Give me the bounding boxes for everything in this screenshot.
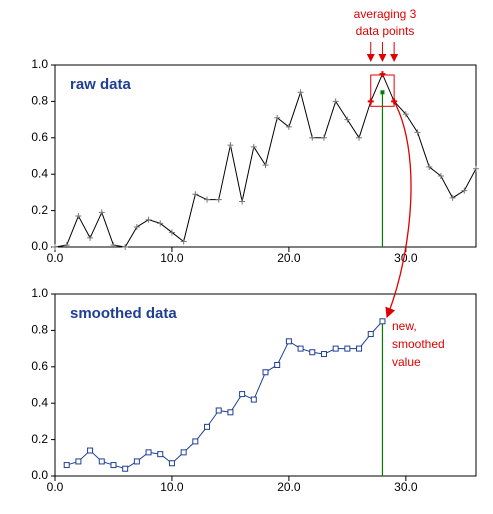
point <box>344 345 351 352</box>
point <box>133 223 140 230</box>
point <box>63 462 70 469</box>
point <box>180 238 187 245</box>
point <box>414 129 421 136</box>
point <box>110 242 117 249</box>
point <box>168 229 175 236</box>
point <box>122 244 129 250</box>
point <box>122 465 129 472</box>
series-label: smoothed data <box>70 305 177 322</box>
point <box>285 338 292 345</box>
point <box>250 143 257 150</box>
point <box>204 196 211 203</box>
annotation: data points <box>356 24 415 38</box>
point <box>285 123 292 130</box>
point <box>320 351 327 358</box>
point <box>379 318 386 325</box>
point <box>344 116 351 123</box>
x-tick-label: 30.0 <box>394 251 418 265</box>
y-tick-label: 0.4 <box>31 166 48 180</box>
y-tick-label: 0.2 <box>31 432 48 446</box>
point <box>227 142 234 149</box>
x-tick-label: 20.0 <box>277 480 301 494</box>
x-tick-label: 0.0 <box>47 251 64 265</box>
point <box>192 191 199 198</box>
x-tick-label: 10.0 <box>160 480 184 494</box>
y-tick-label: 0.6 <box>31 359 48 373</box>
point <box>133 458 140 465</box>
plot-frame <box>54 64 477 248</box>
annotation-curve <box>385 97 412 319</box>
point <box>204 423 211 430</box>
point <box>215 407 222 414</box>
y-tick-label: 0.8 <box>31 94 48 108</box>
y-tick-label: 1.0 <box>31 286 48 300</box>
y-tick-label: 0.0 <box>31 239 48 253</box>
y-tick-label: 0.2 <box>31 203 48 217</box>
point <box>297 89 304 96</box>
annotation: value <box>392 355 421 369</box>
point <box>297 345 304 352</box>
point <box>239 391 246 398</box>
point <box>426 163 433 170</box>
y-tick-label: 0.6 <box>31 130 48 144</box>
point <box>262 162 269 169</box>
point <box>332 98 339 105</box>
point <box>168 460 175 467</box>
point <box>449 194 456 201</box>
annotation: new, <box>392 319 417 333</box>
y-tick-label: 0.4 <box>31 395 48 409</box>
series-line <box>66 320 383 470</box>
point <box>367 331 374 338</box>
point <box>87 234 94 241</box>
point <box>309 134 316 141</box>
point <box>274 361 281 368</box>
point <box>63 242 70 249</box>
point <box>250 396 257 403</box>
x-tick-label: 20.0 <box>277 251 301 265</box>
average-point <box>380 90 385 95</box>
point <box>402 111 409 118</box>
y-tick-label: 0.8 <box>31 323 48 337</box>
point <box>157 220 164 227</box>
plot-frame <box>54 293 477 477</box>
x-tick-label: 10.0 <box>160 251 184 265</box>
point <box>262 369 269 376</box>
point <box>356 134 363 141</box>
series-line <box>54 72 477 248</box>
point <box>320 134 327 141</box>
point <box>274 114 281 121</box>
point <box>110 462 117 469</box>
y-tick-label: 1.0 <box>31 57 48 71</box>
point <box>437 173 444 180</box>
annotation: averaging 3 <box>354 7 417 21</box>
point <box>356 345 363 352</box>
y-tick-label: 0.0 <box>31 468 48 482</box>
point <box>180 449 187 456</box>
point <box>98 458 105 465</box>
point <box>52 244 58 250</box>
point <box>239 198 246 205</box>
point <box>379 71 386 78</box>
point <box>227 409 234 416</box>
point <box>215 196 222 203</box>
point <box>87 447 94 454</box>
annotation: smoothed <box>392 337 445 351</box>
point <box>157 451 164 458</box>
point <box>75 213 82 220</box>
point <box>145 449 152 456</box>
x-tick-label: 0.0 <box>47 480 64 494</box>
point <box>473 165 479 172</box>
averaging-box <box>370 74 395 107</box>
point <box>145 216 152 223</box>
point <box>309 349 316 356</box>
point <box>192 438 199 445</box>
point <box>75 458 82 465</box>
x-tick-label: 30.0 <box>394 480 418 494</box>
point <box>461 187 468 194</box>
point <box>332 345 339 352</box>
point <box>98 209 105 216</box>
series-label: raw data <box>70 76 132 93</box>
